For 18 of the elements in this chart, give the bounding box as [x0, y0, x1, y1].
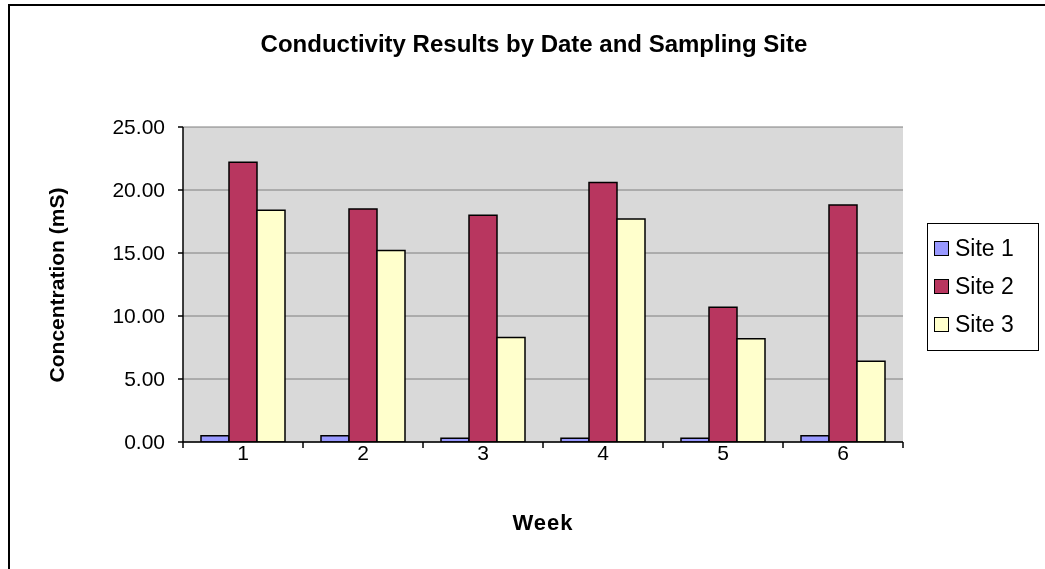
legend-label: Site 3	[955, 311, 1014, 338]
y-tick-label: 20.00	[112, 178, 165, 202]
x-tick-label: 6	[837, 440, 849, 464]
x-tick-label: 3	[477, 440, 489, 464]
x-axis-title: Week	[512, 510, 574, 536]
y-axis-title: Concentration (mS)	[45, 187, 69, 382]
y-tick-label: 5.00	[124, 367, 165, 391]
x-tick-label: 4	[597, 440, 610, 464]
chart-title: Conductivity Results by Date and Sampling Site	[259, 30, 809, 58]
x-tick-label: 1	[237, 440, 249, 464]
y-tick-label: 15.00	[112, 241, 165, 265]
x-tick-label: 2	[357, 440, 369, 464]
legend-label: Site 2	[955, 273, 1014, 300]
y-tick-label: 10.00	[112, 304, 165, 328]
legend-label: Site 1	[955, 235, 1014, 262]
x-tick-label: 5	[717, 440, 729, 464]
y-tick-label: 25.00	[112, 115, 165, 139]
y-tick-label: 0.00	[124, 430, 165, 454]
